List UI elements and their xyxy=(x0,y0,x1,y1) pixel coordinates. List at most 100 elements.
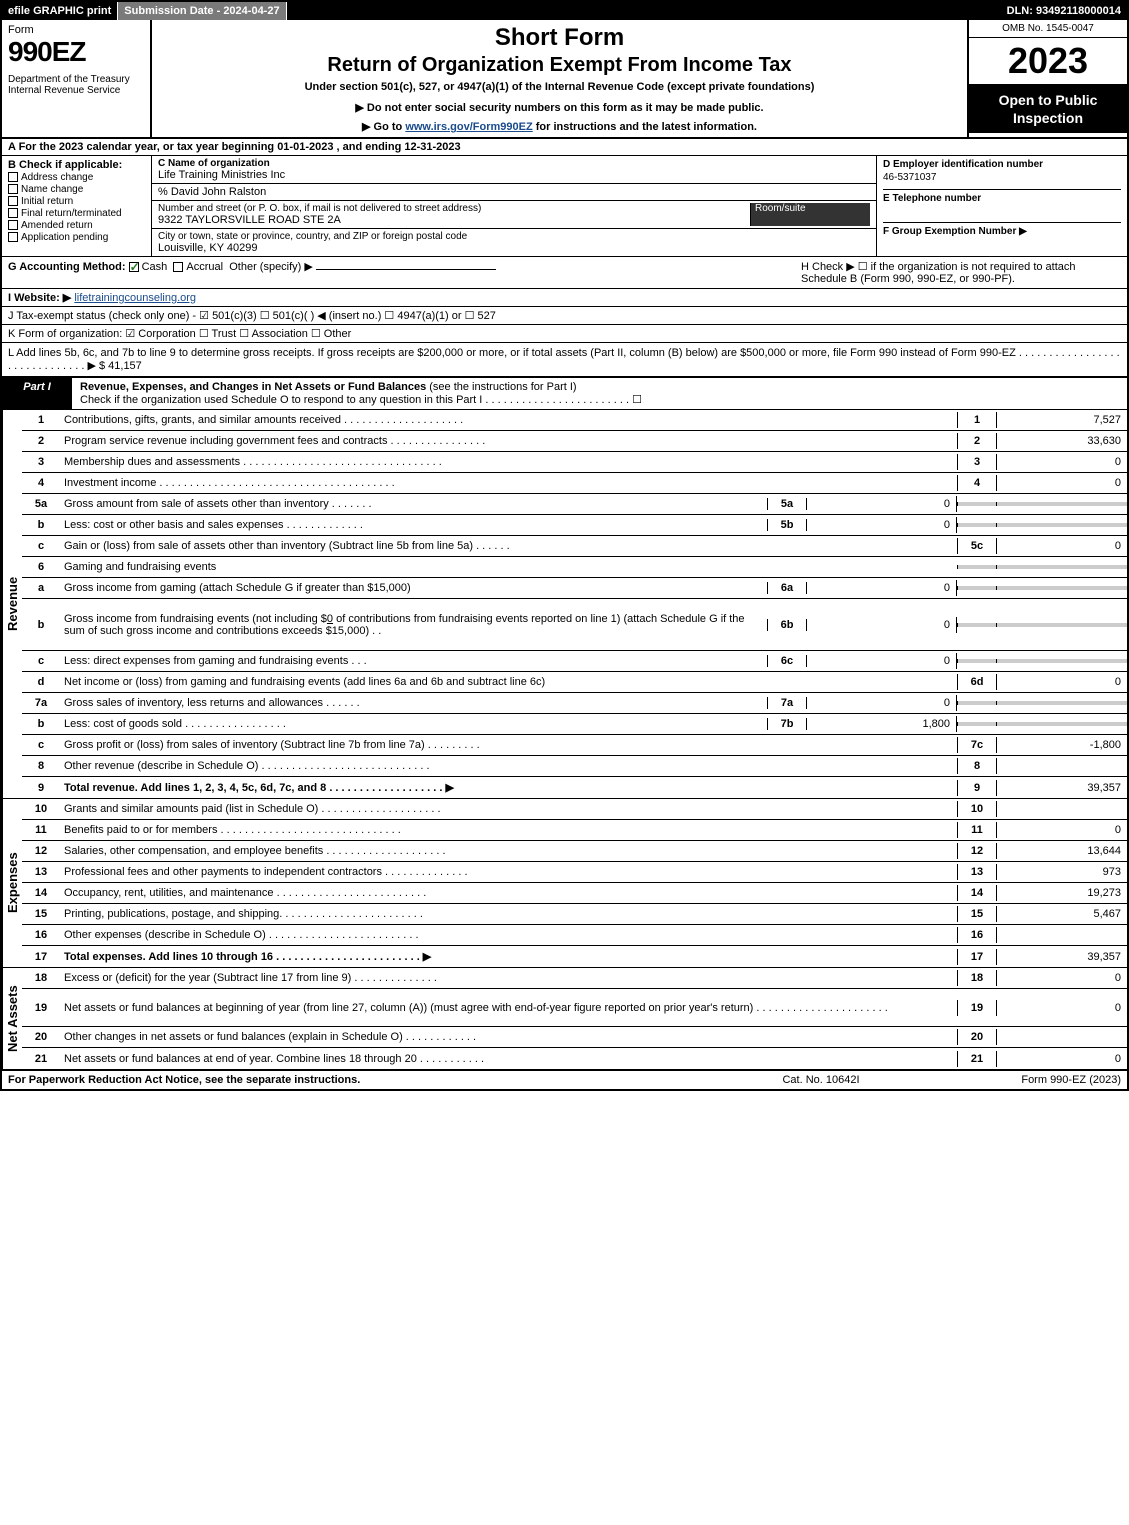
submission-date: Submission Date - 2024-04-27 xyxy=(118,2,286,20)
line-9-desc-text: Total revenue. Add lines 1, 2, 3, 4, 5c,… xyxy=(64,782,454,794)
c-street-block: Number and street (or P. O. box, if mail… xyxy=(152,201,876,229)
row-i-website: I Website: ▶ lifetrainingcounseling.org xyxy=(2,289,1127,307)
row-k-org-form: K Form of organization: ☑ Corporation ☐ … xyxy=(2,325,1127,343)
line-4-desc: Investment income . . . . . . . . . . . … xyxy=(60,475,957,491)
line-6c-num: c xyxy=(22,653,60,669)
cb-application-pending[interactable]: Application pending xyxy=(8,232,145,243)
line-17-rval: 39,357 xyxy=(997,949,1127,965)
tel-label: E Telephone number xyxy=(883,189,1121,204)
street-value: 9322 TAYLORSVILLE ROAD STE 2A xyxy=(158,214,750,226)
cb-amended-return[interactable]: Amended return xyxy=(8,220,145,231)
line-5a-sn: 5a xyxy=(767,498,807,510)
line-3-num: 3 xyxy=(22,454,60,470)
line-5c-rnum: 5c xyxy=(957,538,997,554)
open-public-inspection: Open to Public Inspection xyxy=(969,85,1127,133)
line-20-rval xyxy=(997,1035,1127,1039)
line-6a: aGross income from gaming (attach Schedu… xyxy=(22,578,1127,599)
line-5a-rval-shade xyxy=(997,502,1127,506)
b-label: B Check if applicable: xyxy=(8,159,145,171)
line-19: 19Net assets or fund balances at beginni… xyxy=(22,989,1127,1027)
cb-cash[interactable] xyxy=(129,262,139,272)
line-5a-rnum-shade xyxy=(957,502,997,506)
line-7a-num: 7a xyxy=(22,695,60,711)
g-label: G Accounting Method: xyxy=(8,261,126,273)
line-6a-num: a xyxy=(22,580,60,596)
header-left: Form 990EZ Department of the Treasury In… xyxy=(2,20,152,137)
line-21: 21Net assets or fund balances at end of … xyxy=(22,1048,1127,1069)
c-city-block: City or town, state or province, country… xyxy=(152,229,876,256)
revenue-group: Revenue 1Contributions, gifts, grants, a… xyxy=(2,410,1127,799)
line-19-rval: 0 xyxy=(997,1000,1127,1016)
cb-accrual[interactable] xyxy=(173,262,183,272)
part-1-header: Part I Revenue, Expenses, and Changes in… xyxy=(2,378,1127,410)
line-13-num: 13 xyxy=(22,864,60,880)
form-number: 990EZ xyxy=(8,36,144,68)
line-13: 13Professional fees and other payments t… xyxy=(22,862,1127,883)
row-l-gross-receipts: L Add lines 5b, 6c, and 7b to line 9 to … xyxy=(2,343,1127,378)
cb-address-change[interactable]: Address change xyxy=(8,172,145,183)
line-8-num: 8 xyxy=(22,758,60,774)
line-6-rval-shade xyxy=(997,565,1127,569)
line-5b-sv: 0 xyxy=(807,517,957,533)
line-3-desc: Membership dues and assessments . . . . … xyxy=(60,454,957,470)
line-6a-sv: 0 xyxy=(807,580,957,596)
line-17-num: 17 xyxy=(22,949,60,965)
line-15-desc: Printing, publications, postage, and shi… xyxy=(60,906,957,922)
line-20-desc: Other changes in net assets or fund bala… xyxy=(60,1029,957,1045)
line-5c-rval: 0 xyxy=(997,538,1127,554)
line-1-num: 1 xyxy=(22,412,60,428)
line-6-num: 6 xyxy=(22,559,60,575)
line-12-desc: Salaries, other compensation, and employ… xyxy=(60,843,957,859)
cb-name-change[interactable]: Name change xyxy=(8,184,145,195)
line-5b: bLess: cost or other basis and sales exp… xyxy=(22,515,1127,536)
irs-link[interactable]: www.irs.gov/Form990EZ xyxy=(405,121,532,133)
line-11-num: 11 xyxy=(22,822,60,838)
tax-year: 2023 xyxy=(969,38,1127,85)
efile-label[interactable]: efile GRAPHIC print xyxy=(2,2,118,20)
line-11-rval: 0 xyxy=(997,822,1127,838)
cb-final-return[interactable]: Final return/terminated xyxy=(8,208,145,219)
line-20: 20Other changes in net assets or fund ba… xyxy=(22,1027,1127,1048)
line-21-rval: 0 xyxy=(997,1051,1127,1067)
line-5b-rnum-shade xyxy=(957,523,997,527)
line-5b-rval-shade xyxy=(997,523,1127,527)
accrual-label: Accrual xyxy=(186,261,223,273)
top-bar: efile GRAPHIC print Submission Date - 20… xyxy=(2,2,1127,20)
ein-label: D Employer identification number xyxy=(883,159,1121,170)
line-16-rval xyxy=(997,933,1127,937)
line-2-rnum: 2 xyxy=(957,433,997,449)
line-20-num: 20 xyxy=(22,1029,60,1045)
line-12-rval: 13,644 xyxy=(997,843,1127,859)
line-1-rnum: 1 xyxy=(957,412,997,428)
goto-post: for instructions and the latest informat… xyxy=(533,121,757,133)
line-6b-desc: Gross income from fundraising events (no… xyxy=(60,611,767,639)
section-d: D Employer identification number 46-5371… xyxy=(877,156,1127,256)
line-6d-rval: 0 xyxy=(997,674,1127,690)
line-7b-desc: Less: cost of goods sold . . . . . . . .… xyxy=(60,716,767,732)
cash-label: Cash xyxy=(142,261,168,273)
line-11-desc: Benefits paid to or for members . . . . … xyxy=(60,822,957,838)
line-4-rval: 0 xyxy=(997,475,1127,491)
department-label: Department of the Treasury Internal Reve… xyxy=(8,74,144,96)
expenses-group: Expenses 10Grants and similar amounts pa… xyxy=(2,799,1127,968)
website-link[interactable]: lifetrainingcounseling.org xyxy=(74,292,196,304)
line-10-rval xyxy=(997,807,1127,811)
line-5c-desc: Gain or (loss) from sale of assets other… xyxy=(60,538,957,554)
line-5a: 5aGross amount from sale of assets other… xyxy=(22,494,1127,515)
form-header: Form 990EZ Department of the Treasury In… xyxy=(2,20,1127,139)
line-5b-num: b xyxy=(22,517,60,533)
line-10-num: 10 xyxy=(22,801,60,817)
line-14-desc: Occupancy, rent, utilities, and maintena… xyxy=(60,885,957,901)
line-2-rval: 33,630 xyxy=(997,433,1127,449)
line-20-rnum: 20 xyxy=(957,1029,997,1045)
line-18-rnum: 18 xyxy=(957,970,997,986)
line-6d-desc: Net income or (loss) from gaming and fun… xyxy=(60,674,957,690)
expenses-side-label: Expenses xyxy=(2,799,22,967)
line-10: 10Grants and similar amounts paid (list … xyxy=(22,799,1127,820)
line-5b-sn: 5b xyxy=(767,519,807,531)
line-6c-rval-shade xyxy=(997,659,1127,663)
line-17-desc-text: Total expenses. Add lines 10 through 16 … xyxy=(64,951,431,963)
line-7a-rval-shade xyxy=(997,701,1127,705)
cb-initial-return[interactable]: Initial return xyxy=(8,196,145,207)
header-right: OMB No. 1545-0047 2023 Open to Public In… xyxy=(967,20,1127,137)
